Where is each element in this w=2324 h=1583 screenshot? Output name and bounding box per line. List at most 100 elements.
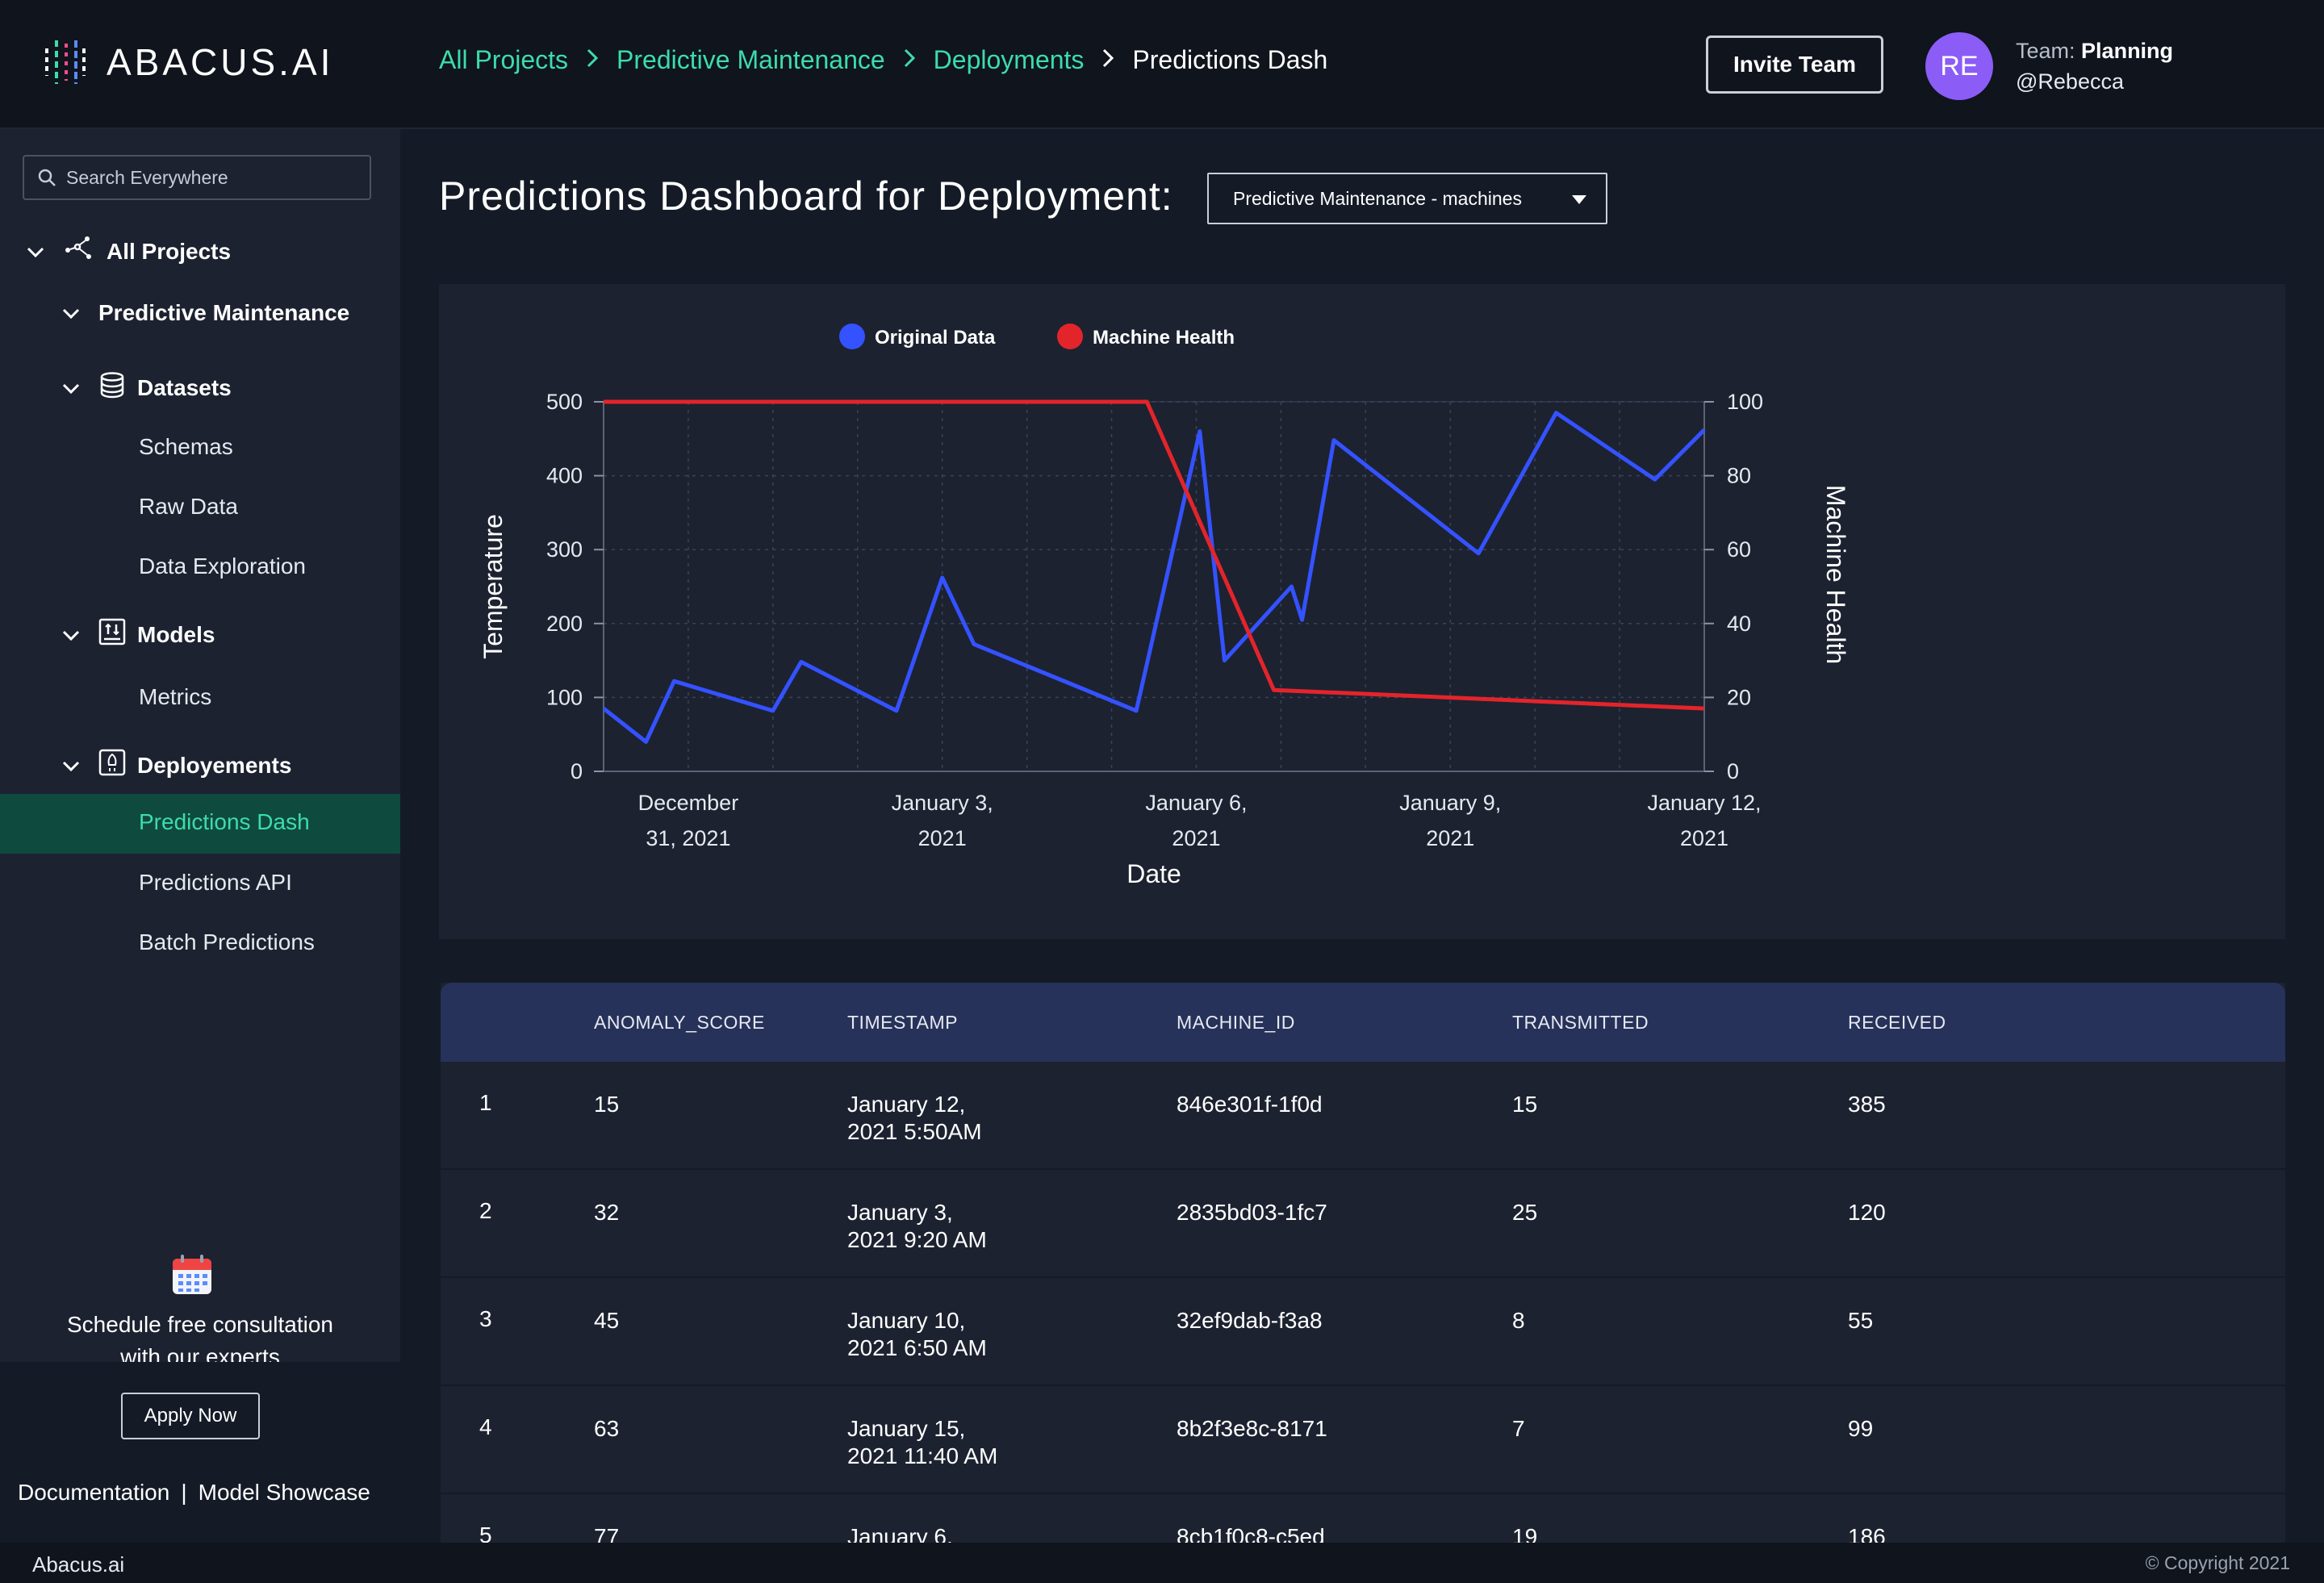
cell-timestamp: January 12, 2021 5:50AM [847, 1091, 1057, 1146]
cell-received: 120 [1848, 1200, 1886, 1225]
chevron-down-icon[interactable] [26, 239, 45, 265]
cell-timestamp: January 15, 2021 11:40 AM [847, 1415, 1057, 1470]
cell-anomaly-score: 15 [594, 1092, 620, 1117]
sidebar-item-predictions-api[interactable]: Predictions API [139, 870, 292, 896]
search-box[interactable] [23, 155, 371, 200]
table-row[interactable]: 1 15 January 12, 2021 5:50AM 846e301f-1f… [441, 1062, 2285, 1170]
project-network-icon [63, 236, 95, 267]
cell-received: 385 [1848, 1092, 1886, 1117]
avatar[interactable]: RE [1925, 32, 1993, 100]
table-row[interactable]: 3 45 January 10, 2021 6:50 AM 32ef9dab-f… [441, 1278, 2285, 1386]
team-info[interactable]: Team: Planning @Rebecca [2016, 36, 2173, 97]
y2-axis-title: Machine Health [1821, 485, 1850, 664]
chevron-down-icon[interactable] [61, 300, 81, 326]
x-tick-label: 2021 [1680, 826, 1728, 850]
cell-received: 55 [1848, 1308, 1874, 1333]
column-header-machine-id[interactable]: MACHINE_ID [1177, 1012, 1295, 1033]
timestamp-line-1: January 12, [847, 1092, 966, 1117]
cell-transmitted: 7 [1512, 1416, 1525, 1441]
sidebar-links: Documentation | Model Showcase [18, 1480, 370, 1506]
chevron-right-icon [586, 45, 599, 75]
documentation-link[interactable]: Documentation [18, 1480, 170, 1505]
column-header-timestamp[interactable]: TIMESTAMP [847, 1012, 958, 1033]
sidebar-item-models[interactable]: Models [61, 618, 215, 651]
page-title: Predictions Dashboard for Deployment: [439, 173, 1173, 219]
invite-team-button[interactable]: Invite Team [1706, 36, 1883, 94]
sidebar-item-datasets[interactable]: Datasets [61, 371, 232, 404]
column-header-transmitted[interactable]: TRANSMITTED [1512, 1012, 1649, 1033]
breadcrumb-project[interactable]: Predictive Maintenance [617, 45, 885, 74]
x-axis-title: Date [1126, 859, 1181, 888]
y-tick-label: 0 [571, 759, 583, 783]
y-tick-label: 500 [546, 390, 583, 414]
cell-timestamp: January 6, [847, 1523, 1057, 1543]
sidebar-item-deployments[interactable]: Deployements [61, 749, 291, 782]
breadcrumb: All Projects Predictive Maintenance Depl… [439, 45, 1327, 75]
footer-copyright: © Copyright 2021 [2145, 1552, 2290, 1573]
timestamp-line-2: 2021 5:50AM [847, 1119, 982, 1144]
model-showcase-link[interactable]: Model Showcase [198, 1480, 370, 1505]
chevron-right-icon [1101, 45, 1114, 75]
sidebar-item-schemas[interactable]: Schemas [139, 434, 233, 460]
legend-marker [839, 324, 865, 349]
breadcrumb-deployments[interactable]: Deployments [933, 45, 1085, 74]
column-header-received[interactable]: RECEIVED [1848, 1012, 1946, 1033]
y-tick-label: 100 [546, 685, 583, 709]
cell-received: 186 [1848, 1524, 1886, 1543]
abacus-logo[interactable]: ABACUS.AI [44, 37, 333, 87]
row-index: 4 [479, 1414, 492, 1439]
sidebar-item-data-exploration[interactable]: Data Exploration [139, 553, 306, 579]
table-row[interactable]: 4 63 January 15, 2021 11:40 AM 8b2f3e8c-… [441, 1386, 2285, 1494]
x-tick-label: 2021 [1426, 826, 1474, 850]
timestamp-line-1: January 15, [847, 1416, 966, 1441]
sidebar-item-all-projects[interactable]: All Projects [26, 236, 231, 267]
calendar-icon [171, 1254, 213, 1300]
timestamp-line-2: 2021 9:20 AM [847, 1227, 987, 1252]
apply-now-button[interactable]: Apply Now [121, 1393, 260, 1439]
y2-tick-label: 60 [1727, 537, 1751, 562]
link-separator: | [181, 1480, 187, 1505]
row-index: 1 [479, 1090, 492, 1115]
cell-transmitted: 19 [1512, 1524, 1538, 1543]
row-index: 2 [479, 1198, 492, 1223]
cell-machine-id: 2835bd03-1fc7 [1177, 1200, 1327, 1225]
logo-text: ABACUS.AI [107, 41, 334, 83]
sidebar-item-project[interactable]: Predictive Maintenance [61, 300, 349, 326]
chevron-down-icon[interactable] [61, 622, 81, 648]
x-tick-label: 2021 [918, 826, 967, 850]
timestamp-line-1: January 6, [847, 1524, 953, 1543]
chevron-down-icon[interactable] [61, 753, 81, 779]
sidebar: All Projects Predictive Maintenance Data… [0, 129, 400, 1543]
x-tick-label: December [638, 791, 739, 815]
deployment-select-value: Predictive Maintenance - machines [1233, 187, 1522, 209]
sidebar-item-metrics[interactable]: Metrics [139, 684, 211, 710]
y-tick-label: 300 [546, 537, 583, 562]
promo-line-1: Schedule free consultation [67, 1312, 333, 1337]
sidebar-item-label: Metrics [139, 684, 212, 709]
sidebar-item-batch-predictions[interactable]: Batch Predictions [139, 929, 315, 955]
sidebar-item-label: Predictive Maintenance [98, 300, 350, 325]
deployment-select[interactable]: Predictive Maintenance - machines [1207, 173, 1607, 224]
cell-transmitted: 8 [1512, 1308, 1525, 1333]
breadcrumb-all-projects[interactable]: All Projects [439, 45, 569, 74]
sidebar-item-predictions-dash[interactable] [0, 794, 400, 854]
top-bar: ABACUS.AI All Projects Predictive Mainte… [0, 0, 2324, 129]
y-axis-title: Temperature [479, 514, 508, 659]
search-input[interactable] [66, 166, 357, 189]
sidebar-item-label-active[interactable]: Predictions Dash [139, 809, 310, 834]
chevron-down-icon[interactable] [61, 375, 81, 401]
table-row[interactable]: 5 77 January 6, 8cb1f0c8-c5ed 19 186 [441, 1494, 2285, 1543]
timestamp-line-1: January 10, [847, 1308, 966, 1333]
y2-tick-label: 80 [1727, 464, 1751, 488]
chevron-right-icon [903, 45, 916, 75]
column-header-anomaly-score[interactable]: ANOMALY_SCORE [594, 1012, 765, 1033]
model-icon [98, 618, 126, 651]
row-index: 5 [479, 1522, 492, 1543]
abacus-logo-icon [45, 40, 86, 84]
sidebar-item-raw-data[interactable]: Raw Data [139, 494, 238, 520]
x-tick-label: 31, 2021 [646, 826, 730, 850]
sidebar-item-label: Batch Predictions [139, 929, 315, 954]
y2-tick-label: 40 [1727, 612, 1751, 636]
cell-anomaly-score: 45 [594, 1308, 620, 1333]
table-row[interactable]: 2 32 January 3, 2021 9:20 AM 2835bd03-1f… [441, 1170, 2285, 1278]
